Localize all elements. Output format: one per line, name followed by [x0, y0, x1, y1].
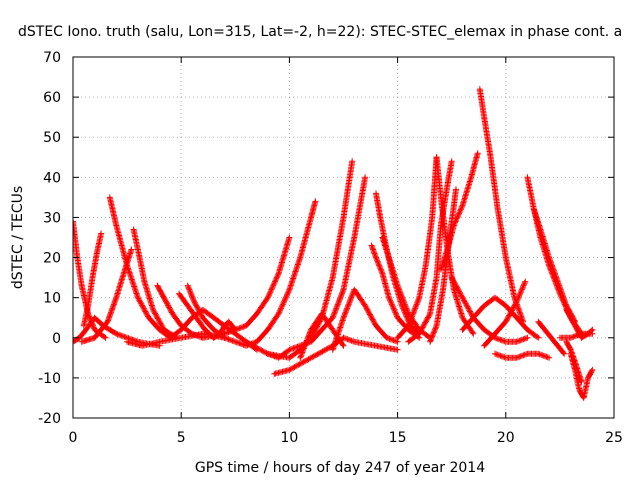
series-markers — [556, 330, 596, 341]
y-tick-label: 20 — [43, 251, 61, 267]
data-series — [394, 154, 440, 341]
series-markers — [80, 230, 105, 329]
series-markers — [368, 242, 423, 341]
x-tick-label: 10 — [280, 430, 298, 446]
series-markers — [535, 318, 568, 357]
data-series — [535, 318, 568, 357]
data-series — [437, 150, 481, 273]
series-markers — [106, 194, 174, 341]
series-markers — [394, 154, 440, 341]
series-markers — [459, 294, 542, 341]
series-markers — [524, 174, 585, 337]
plot-frame — [72, 56, 615, 419]
data-series — [221, 198, 319, 349]
series-markers — [329, 286, 401, 353]
series-markers — [405, 158, 455, 345]
y-tick-label: 50 — [43, 130, 61, 146]
data-series — [405, 158, 455, 345]
x-tick-label: 25 — [605, 430, 623, 446]
series-markers — [567, 350, 596, 401]
y-tick-label: 70 — [43, 50, 61, 66]
data-series — [524, 174, 585, 337]
y-tick-label: -20 — [38, 411, 61, 427]
y-tick-label: -10 — [38, 371, 61, 387]
data-series — [563, 338, 585, 385]
grid-layer — [73, 57, 614, 418]
y-tick-label: 40 — [43, 170, 61, 186]
series-markers — [437, 150, 481, 273]
series-markers — [199, 234, 293, 341]
series-markers — [492, 350, 553, 361]
data-series — [80, 230, 105, 329]
tick-layer: 0 5 10 15 20 25 -20 -10 0 10 20 30 40 50 60 70 — [38, 50, 623, 446]
data-series — [556, 330, 596, 341]
x-tick-label: 20 — [497, 430, 515, 446]
series-markers — [221, 198, 319, 349]
data-layer — [73, 86, 596, 401]
series-markers — [563, 338, 585, 385]
x-axis-label: GPS time / hours of day 247 of year 2014 — [195, 460, 485, 476]
data-series — [459, 294, 542, 341]
x-tick-label: 5 — [177, 430, 186, 446]
data-series — [567, 350, 596, 401]
chart-title: dSTEC Iono. truth (salu, Lon=315, Lat=-2… — [18, 24, 622, 40]
data-series — [530, 206, 578, 325]
y-axis-label: dSTEC / TECUs — [10, 186, 26, 289]
data-series — [476, 86, 527, 325]
series-markers — [476, 86, 527, 325]
data-series — [481, 278, 529, 349]
data-series — [106, 194, 174, 341]
y-tick-label: 30 — [43, 210, 61, 226]
data-series — [329, 286, 401, 353]
y-tick-label: 60 — [43, 90, 61, 106]
data-series — [492, 350, 553, 361]
series-markers — [530, 206, 578, 325]
data-series — [130, 226, 180, 341]
y-tick-label: 10 — [43, 291, 61, 307]
y-tick-label: 0 — [52, 331, 61, 347]
x-tick-label: 0 — [69, 430, 78, 446]
data-series — [199, 234, 293, 341]
series-markers — [481, 278, 529, 349]
x-tick-label: 15 — [389, 430, 407, 446]
data-series — [368, 242, 423, 341]
series-markers — [130, 226, 180, 341]
